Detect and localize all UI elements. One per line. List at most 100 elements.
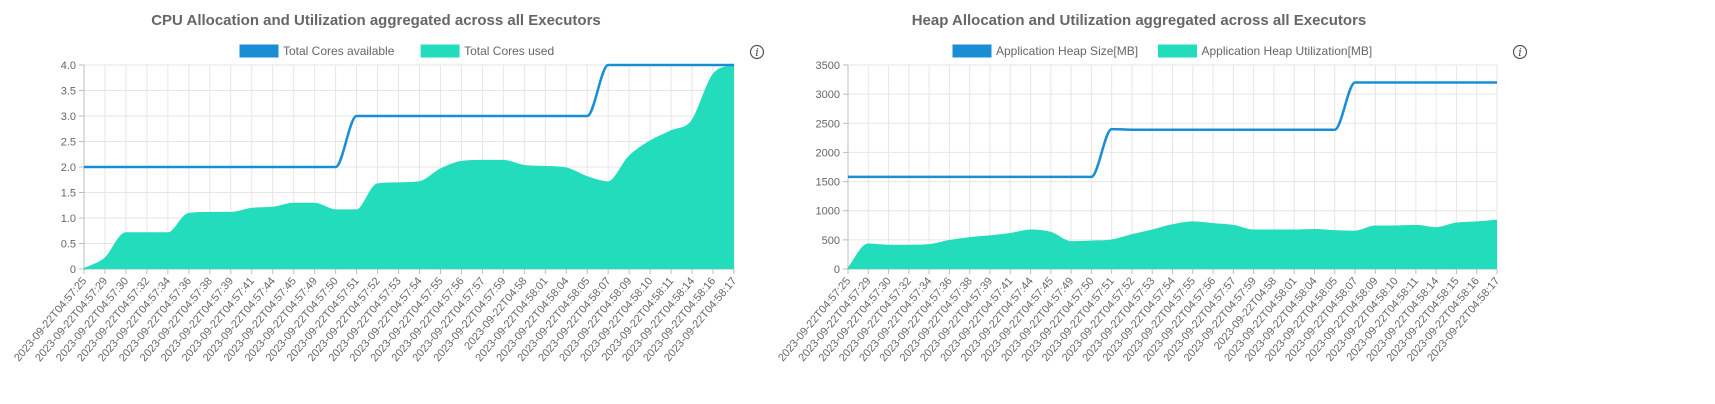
- cpu-data-point[interactable]: [480, 114, 484, 118]
- heap-data-point[interactable]: [1029, 175, 1033, 179]
- cpu-data-point[interactable]: [501, 114, 505, 118]
- cpu-data-point[interactable]: [417, 180, 421, 184]
- cpu-data-point[interactable]: [522, 114, 526, 118]
- heap-legend-item[interactable]: Application Heap Utilization[MB]: [1158, 44, 1373, 58]
- cpu-data-point[interactable]: [397, 181, 401, 185]
- heap-data-point[interactable]: [1292, 128, 1296, 132]
- cpu-data-point[interactable]: [417, 114, 421, 118]
- cpu-data-point[interactable]: [627, 63, 631, 67]
- heap-data-point[interactable]: [1312, 228, 1316, 232]
- heap-data-point[interactable]: [866, 175, 870, 179]
- cpu-data-point[interactable]: [166, 165, 170, 169]
- cpu-data-point[interactable]: [690, 119, 694, 123]
- heap-data-point[interactable]: [1252, 229, 1256, 233]
- cpu-info-icon[interactable]: i: [749, 44, 765, 60]
- heap-data-point[interactable]: [1130, 233, 1134, 237]
- heap-legend-item[interactable]: Application Heap Size[MB]: [952, 44, 1138, 58]
- cpu-data-point[interactable]: [250, 165, 254, 169]
- cpu-data-point[interactable]: [292, 165, 296, 169]
- cpu-data-point[interactable]: [459, 160, 463, 164]
- heap-data-point[interactable]: [1414, 80, 1418, 84]
- cpu-data-point[interactable]: [250, 207, 254, 211]
- heap-data-point[interactable]: [947, 175, 951, 179]
- heap-data-point[interactable]: [1150, 128, 1154, 132]
- heap-data-point[interactable]: [988, 234, 992, 238]
- heap-data-point[interactable]: [1049, 231, 1053, 235]
- heap-data-point[interactable]: [1089, 175, 1093, 179]
- heap-info-icon[interactable]: i: [1512, 44, 1528, 60]
- cpu-data-point[interactable]: [522, 164, 526, 168]
- cpu-data-point[interactable]: [208, 165, 212, 169]
- heap-data-point[interactable]: [1312, 128, 1316, 132]
- cpu-data-point[interactable]: [229, 165, 233, 169]
- heap-data-point[interactable]: [968, 175, 972, 179]
- heap-data-point[interactable]: [1110, 127, 1114, 131]
- cpu-data-point[interactable]: [376, 182, 380, 186]
- cpu-data-point[interactable]: [187, 165, 191, 169]
- cpu-legend-item[interactable]: Total Cores available: [239, 44, 395, 58]
- cpu-data-point[interactable]: [229, 211, 233, 215]
- heap-data-point[interactable]: [1394, 224, 1398, 228]
- heap-data-point[interactable]: [1171, 223, 1175, 227]
- heap-data-point[interactable]: [866, 243, 870, 247]
- heap-data-point[interactable]: [1191, 128, 1195, 132]
- cpu-data-point[interactable]: [669, 63, 673, 67]
- cpu-data-point[interactable]: [103, 165, 107, 169]
- heap-data-point[interactable]: [1353, 230, 1357, 234]
- heap-data-point[interactable]: [1089, 240, 1093, 244]
- heap-data-point[interactable]: [1272, 229, 1276, 233]
- heap-data-point[interactable]: [1110, 238, 1114, 242]
- heap-data-point[interactable]: [1231, 224, 1235, 228]
- cpu-data-point[interactable]: [648, 140, 652, 144]
- heap-data-point[interactable]: [1069, 240, 1073, 244]
- heap-data-point[interactable]: [1211, 128, 1215, 132]
- heap-data-point[interactable]: [1434, 226, 1438, 230]
- heap-data-point[interactable]: [1292, 229, 1296, 233]
- heap-data-point[interactable]: [1434, 80, 1438, 84]
- cpu-legend-item[interactable]: Total Cores used: [420, 44, 554, 58]
- heap-data-point[interactable]: [846, 175, 850, 179]
- cpu-data-point[interactable]: [690, 63, 694, 67]
- cpu-data-point[interactable]: [313, 202, 317, 206]
- cpu-data-point[interactable]: [166, 231, 170, 235]
- cpu-data-point[interactable]: [627, 155, 631, 159]
- cpu-data-point[interactable]: [438, 168, 442, 172]
- cpu-data-point[interactable]: [397, 114, 401, 118]
- heap-data-point[interactable]: [1008, 232, 1012, 236]
- heap-data-point[interactable]: [1231, 128, 1235, 132]
- heap-data-point[interactable]: [1008, 175, 1012, 179]
- heap-data-point[interactable]: [1333, 229, 1337, 233]
- cpu-data-point[interactable]: [480, 159, 484, 163]
- heap-data-point[interactable]: [968, 236, 972, 240]
- heap-data-point[interactable]: [887, 244, 891, 248]
- heap-data-point[interactable]: [1495, 80, 1499, 84]
- cpu-data-point[interactable]: [543, 165, 547, 169]
- cpu-data-point[interactable]: [271, 206, 275, 210]
- cpu-data-point[interactable]: [334, 208, 338, 212]
- cpu-data-point[interactable]: [271, 165, 275, 169]
- heap-data-point[interactable]: [1353, 80, 1357, 84]
- cpu-data-point[interactable]: [208, 211, 212, 215]
- heap-data-point[interactable]: [1454, 222, 1458, 226]
- cpu-data-point[interactable]: [543, 114, 547, 118]
- cpu-data-point[interactable]: [313, 165, 317, 169]
- cpu-data-point[interactable]: [355, 114, 359, 118]
- heap-data-point[interactable]: [1272, 128, 1276, 132]
- cpu-data-point[interactable]: [145, 231, 149, 235]
- cpu-data-point[interactable]: [606, 63, 610, 67]
- heap-data-point[interactable]: [1394, 80, 1398, 84]
- cpu-data-point[interactable]: [103, 257, 107, 261]
- heap-data-point[interactable]: [907, 175, 911, 179]
- heap-data-point[interactable]: [907, 244, 911, 248]
- heap-data-point[interactable]: [1495, 219, 1499, 223]
- cpu-data-point[interactable]: [187, 212, 191, 216]
- cpu-data-point[interactable]: [82, 165, 86, 169]
- heap-data-point[interactable]: [1150, 229, 1154, 233]
- heap-data-point[interactable]: [1454, 80, 1458, 84]
- heap-data-point[interactable]: [1475, 80, 1479, 84]
- heap-data-point[interactable]: [1373, 80, 1377, 84]
- heap-data-point[interactable]: [988, 175, 992, 179]
- heap-data-point[interactable]: [1373, 224, 1377, 228]
- cpu-data-point[interactable]: [606, 180, 610, 184]
- heap-data-point[interactable]: [1333, 128, 1337, 132]
